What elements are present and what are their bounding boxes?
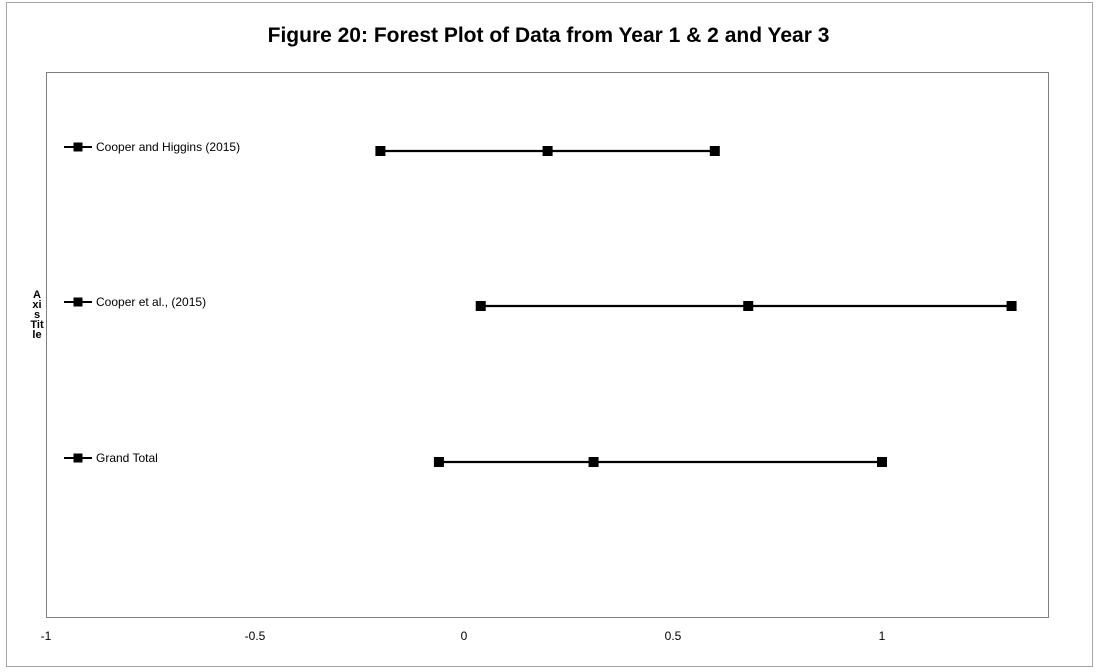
data-point	[709, 146, 720, 156]
data-point	[433, 457, 444, 467]
x-tick-label: 0.5	[665, 629, 682, 643]
data-point	[542, 146, 553, 156]
data-point	[475, 301, 486, 311]
x-tick-label: 0	[461, 629, 468, 643]
legend-label: Grand Total	[96, 451, 158, 465]
data-point	[877, 457, 887, 467]
x-tick-label: -1	[41, 629, 52, 643]
legend-marker	[73, 142, 83, 152]
x-tick-label: -0.5	[245, 629, 266, 643]
data-point	[588, 457, 599, 467]
legend-label: Cooper and Higgins (2015)	[96, 140, 240, 154]
chart-title: Figure 20: Forest Plot of Data from Year…	[267, 24, 830, 47]
data-point	[1006, 301, 1017, 311]
data-point	[375, 146, 386, 156]
y-axis-title: Axis Title	[30, 289, 44, 341]
plot-area	[46, 72, 1049, 618]
data-point	[743, 301, 754, 311]
legend-marker	[73, 453, 83, 463]
legend-marker	[73, 297, 83, 307]
legend-label: Cooper et al., (2015)	[96, 295, 206, 309]
x-tick-label: 1	[879, 629, 886, 643]
chart-frame	[6, 2, 1093, 667]
